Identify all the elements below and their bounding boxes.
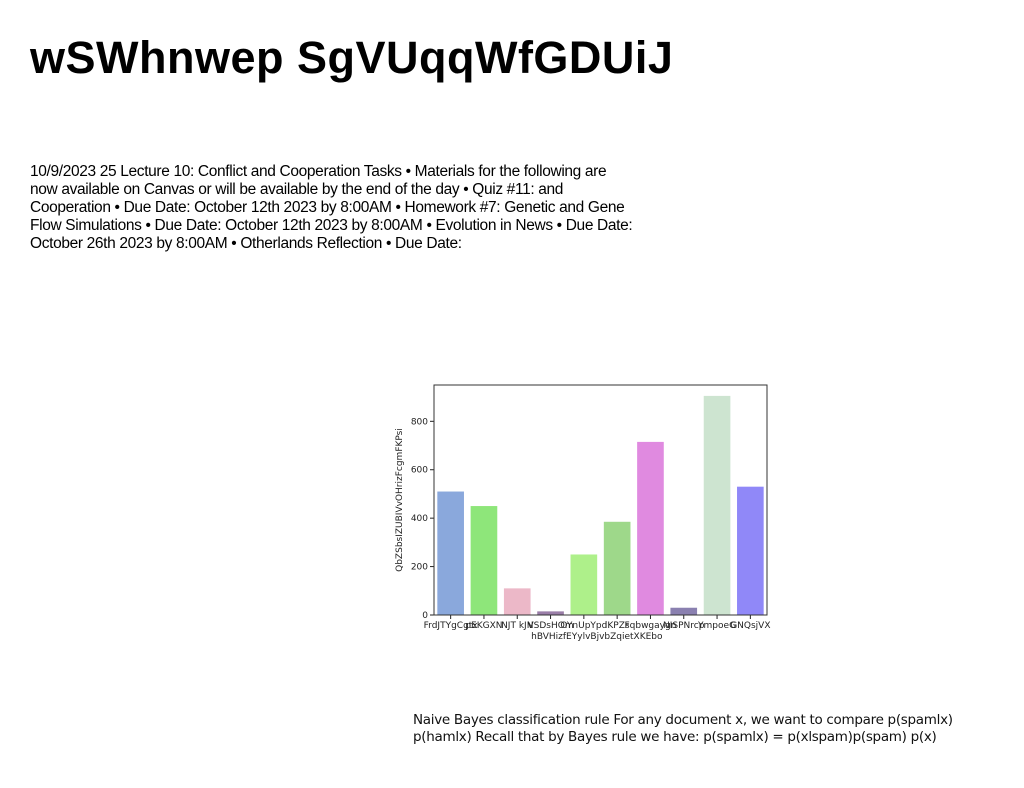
x-tick-label-line: hBVHizfEYylvBjvbZqietXKEbo	[531, 632, 663, 642]
bar	[703, 395, 731, 615]
slide-title: wSWhnwep SgVUqqWfGDUiJ	[30, 32, 674, 83]
x-tick-label-line: FrdJTYgCgtx	[424, 621, 479, 631]
bar	[570, 554, 598, 615]
x-tick-label: GNQsjVX	[730, 621, 770, 631]
note-text: Naive Bayes classification rule For any …	[413, 712, 953, 745]
bar	[603, 521, 631, 615]
bar	[470, 506, 498, 615]
x-tick-label-line: NJT kJN	[501, 621, 533, 631]
y-tick-label: 400	[411, 514, 428, 524]
x-tick-label: NISPNrcp	[663, 621, 705, 631]
x-tick-label-line: Fqbwgaygn	[624, 621, 676, 631]
x-tick-label-line: YmpoeG	[697, 621, 736, 631]
y-tick-label: 600	[411, 466, 428, 476]
bar	[670, 607, 698, 615]
x-tick-label-line: pEKGXN	[465, 621, 502, 631]
x-tick-label-line: GNQsjVX	[730, 621, 770, 631]
x-tick-label-line: OYnUpYpd	[560, 621, 607, 631]
x-tick-label-line: NISPNrcp	[663, 621, 705, 631]
plot-frame	[433, 384, 768, 616]
y-tick-label: 200	[411, 563, 428, 573]
bar	[437, 491, 464, 615]
x-tick-label-line: IKPZs	[605, 621, 630, 631]
body-text: 10/9/2023 25 Lecture 10: Conflict and Co…	[30, 163, 633, 252]
y-tick-label: 0	[422, 611, 428, 621]
y-axis-label: QbZSbsIZUBIVvOHrizFcgmFKPsi	[395, 428, 405, 572]
x-tick-label: Fqbwgaygn	[624, 621, 676, 631]
x-tick-label: YmpoeG	[697, 621, 736, 631]
x-tick-label: NJT kJN	[501, 621, 533, 631]
x-tick-label-line: VSDsHOm	[527, 621, 573, 631]
x-tick-label: IKPZs	[605, 621, 630, 631]
x-tick-label: FrdJTYgCgtx	[424, 621, 479, 631]
bar	[503, 588, 531, 615]
bar	[537, 611, 564, 615]
x-tick-label: OYnUpYpd hBVHizfEYylvBjvbZqietXKEbo	[531, 621, 663, 642]
bar	[637, 441, 664, 615]
x-tick-label: pEKGXN	[465, 621, 502, 631]
bar	[737, 486, 764, 615]
x-tick-label: VSDsHOm	[527, 621, 573, 631]
y-tick-label: 800	[411, 417, 428, 427]
